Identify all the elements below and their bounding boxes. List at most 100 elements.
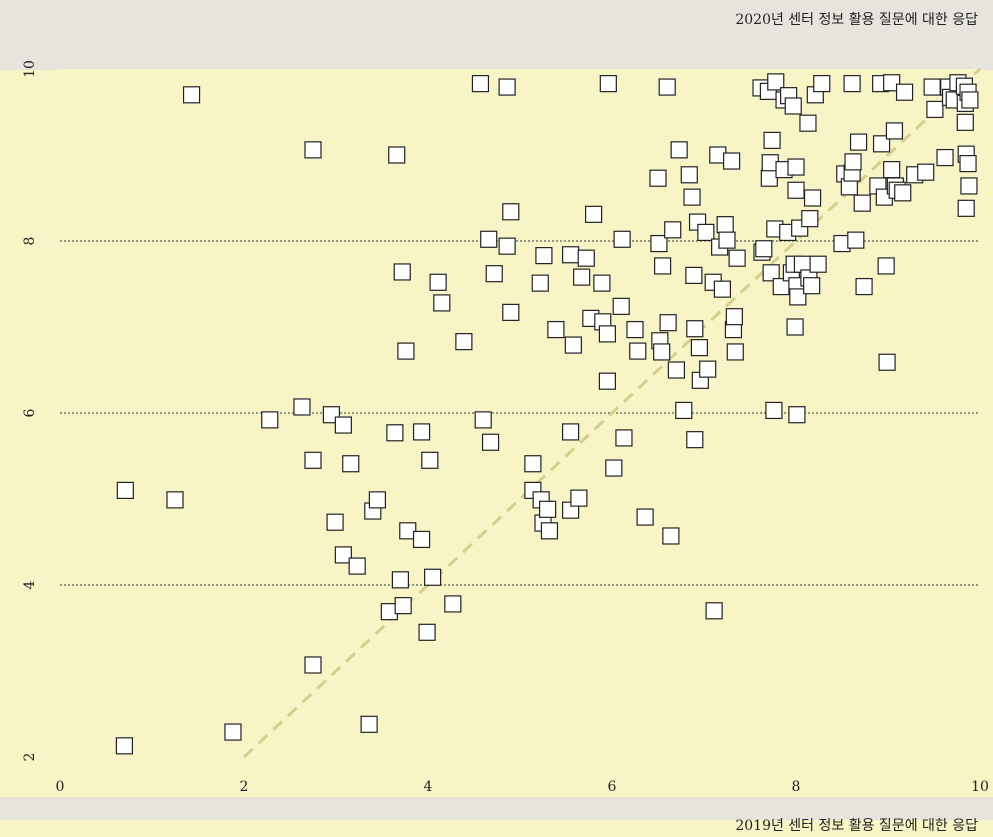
point [538,500,557,518]
point [685,266,703,284]
point [855,277,873,296]
point [480,230,498,248]
point [680,166,698,184]
x-tick-label: 10 [971,779,989,795]
point [535,247,553,265]
point [883,161,901,179]
point [629,342,647,360]
point [803,189,822,207]
point [705,602,723,620]
x-tick-label: 2 [240,779,249,795]
y-tick-label: 6 [22,408,38,417]
point [847,231,865,249]
point [885,122,904,140]
point [485,265,503,283]
point [803,277,821,295]
point [561,423,580,441]
point [877,257,895,275]
point [653,257,672,275]
point [394,597,412,615]
reference-line [242,67,982,759]
point [718,231,736,249]
point [658,78,676,96]
point [956,113,974,131]
point [686,320,704,338]
x-tick-label: 4 [424,779,433,795]
point [412,530,431,549]
point [789,288,807,306]
point [653,343,671,361]
point [762,264,780,282]
point [961,91,979,109]
point [787,181,805,199]
point [540,522,559,540]
point [853,194,871,212]
point [667,361,686,379]
point [334,416,352,434]
point [386,424,404,442]
point [570,489,588,507]
point [388,146,406,164]
point [342,455,360,473]
point [615,429,633,447]
point [577,249,595,267]
y-tick-label: 8 [22,237,38,246]
point [584,205,603,223]
point [498,237,516,255]
point [883,74,901,92]
point [424,568,442,586]
point [498,78,516,96]
point [502,303,520,321]
point [960,177,978,195]
point [564,336,582,354]
point [957,199,975,217]
x-tick-label: 8 [792,779,801,795]
point [843,75,861,93]
point [844,153,862,171]
point [878,353,896,371]
point [293,398,311,416]
point [116,481,134,499]
point [697,223,715,241]
point [524,455,542,473]
point [722,152,741,170]
point [502,203,520,221]
point [547,320,565,339]
x-tick-label: 6 [608,779,617,795]
point [813,75,831,93]
point [936,148,954,167]
y-tick-label: 4 [22,580,38,589]
point [659,314,677,332]
point [662,527,680,545]
point [593,274,611,292]
point [809,255,827,273]
point [763,131,781,149]
x-axis-title: 2019년 센터 정보 활용 질문에 대한 응답 [735,818,978,834]
plot: 2 4 6 8 10 0 2 4 6 8 10 [22,60,989,795]
point [872,135,891,153]
point [598,372,617,390]
point [786,318,804,336]
point [444,595,462,613]
point [224,723,242,741]
x-tick-label: 0 [56,779,65,795]
point [726,343,744,361]
point [926,100,944,119]
bottom-band [0,797,993,820]
y-axis-title: 2020년 센터 정보 활용 질문에 대한 응답 [735,12,978,28]
point [690,339,709,357]
point [799,114,817,132]
point [397,342,415,360]
point [716,216,734,234]
point [728,249,746,267]
point [670,141,688,159]
point [612,297,630,315]
point [393,263,411,281]
point [481,433,500,451]
point [348,557,366,575]
point [418,623,436,641]
point [573,268,591,286]
y-tick-label: 2 [22,753,38,762]
point [699,360,717,378]
